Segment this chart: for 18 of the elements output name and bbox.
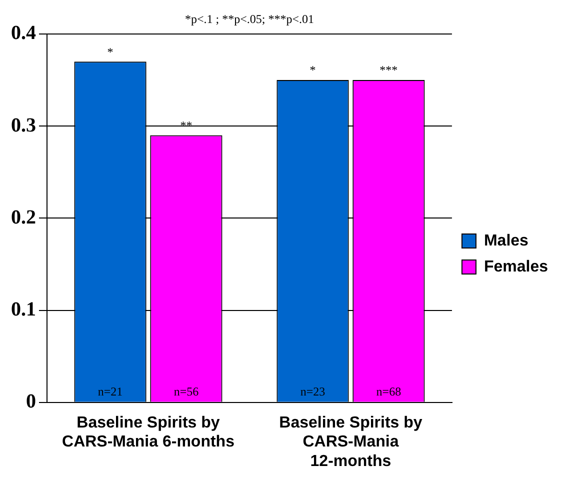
legend-label: Males	[484, 232, 529, 250]
legend-label: Females	[484, 258, 548, 276]
data-label: **	[180, 118, 192, 132]
x-tick-label: Baseline Spirits by CARS-Mania 12-months	[279, 414, 422, 470]
y-tick-label: 0.4	[11, 22, 36, 44]
y-tick-label: 0	[26, 390, 36, 413]
y-tick-label: 0.1	[11, 298, 36, 320]
text: *p<.1 ; **p<.05; ***p<.01	[184, 12, 314, 26]
y-tick-label: 0.3	[11, 114, 36, 136]
x-tick-label: Baseline Spirits by CARS-Mania 6-months	[62, 414, 235, 451]
annotation: n=68	[376, 384, 402, 399]
data-label: *	[310, 63, 316, 78]
data-label: *	[107, 44, 114, 59]
annotation: n=21	[98, 384, 123, 399]
data-label: ***	[380, 63, 398, 78]
annotation: n=23	[300, 384, 326, 399]
y-tick-label: 0.2	[11, 206, 36, 228]
annotation: n=56	[174, 384, 199, 399]
